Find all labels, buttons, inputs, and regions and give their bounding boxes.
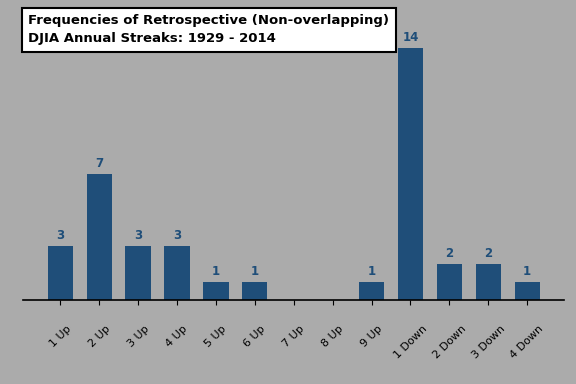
Bar <box>164 245 190 300</box>
Text: 7: 7 <box>95 157 103 170</box>
Text: 3: 3 <box>173 229 181 242</box>
Bar <box>242 281 267 300</box>
Bar <box>203 281 229 300</box>
Bar <box>86 174 112 300</box>
Bar <box>48 245 73 300</box>
Text: 1: 1 <box>212 265 220 278</box>
Text: 1: 1 <box>367 265 376 278</box>
Text: Frequencies of Retrospective (Non-overlapping)
DJIA Annual Streaks: 1929 - 2014: Frequencies of Retrospective (Non-overla… <box>28 14 389 45</box>
Bar <box>514 281 540 300</box>
Bar <box>359 281 384 300</box>
Text: 14: 14 <box>402 31 419 44</box>
Text: 1: 1 <box>251 265 259 278</box>
Text: 3: 3 <box>134 229 142 242</box>
Bar <box>476 263 501 300</box>
Bar <box>398 48 423 300</box>
Text: 2: 2 <box>445 247 453 260</box>
Text: 2: 2 <box>484 247 492 260</box>
Bar <box>437 263 462 300</box>
Text: 3: 3 <box>56 229 65 242</box>
Text: 1: 1 <box>523 265 531 278</box>
Bar <box>126 245 151 300</box>
